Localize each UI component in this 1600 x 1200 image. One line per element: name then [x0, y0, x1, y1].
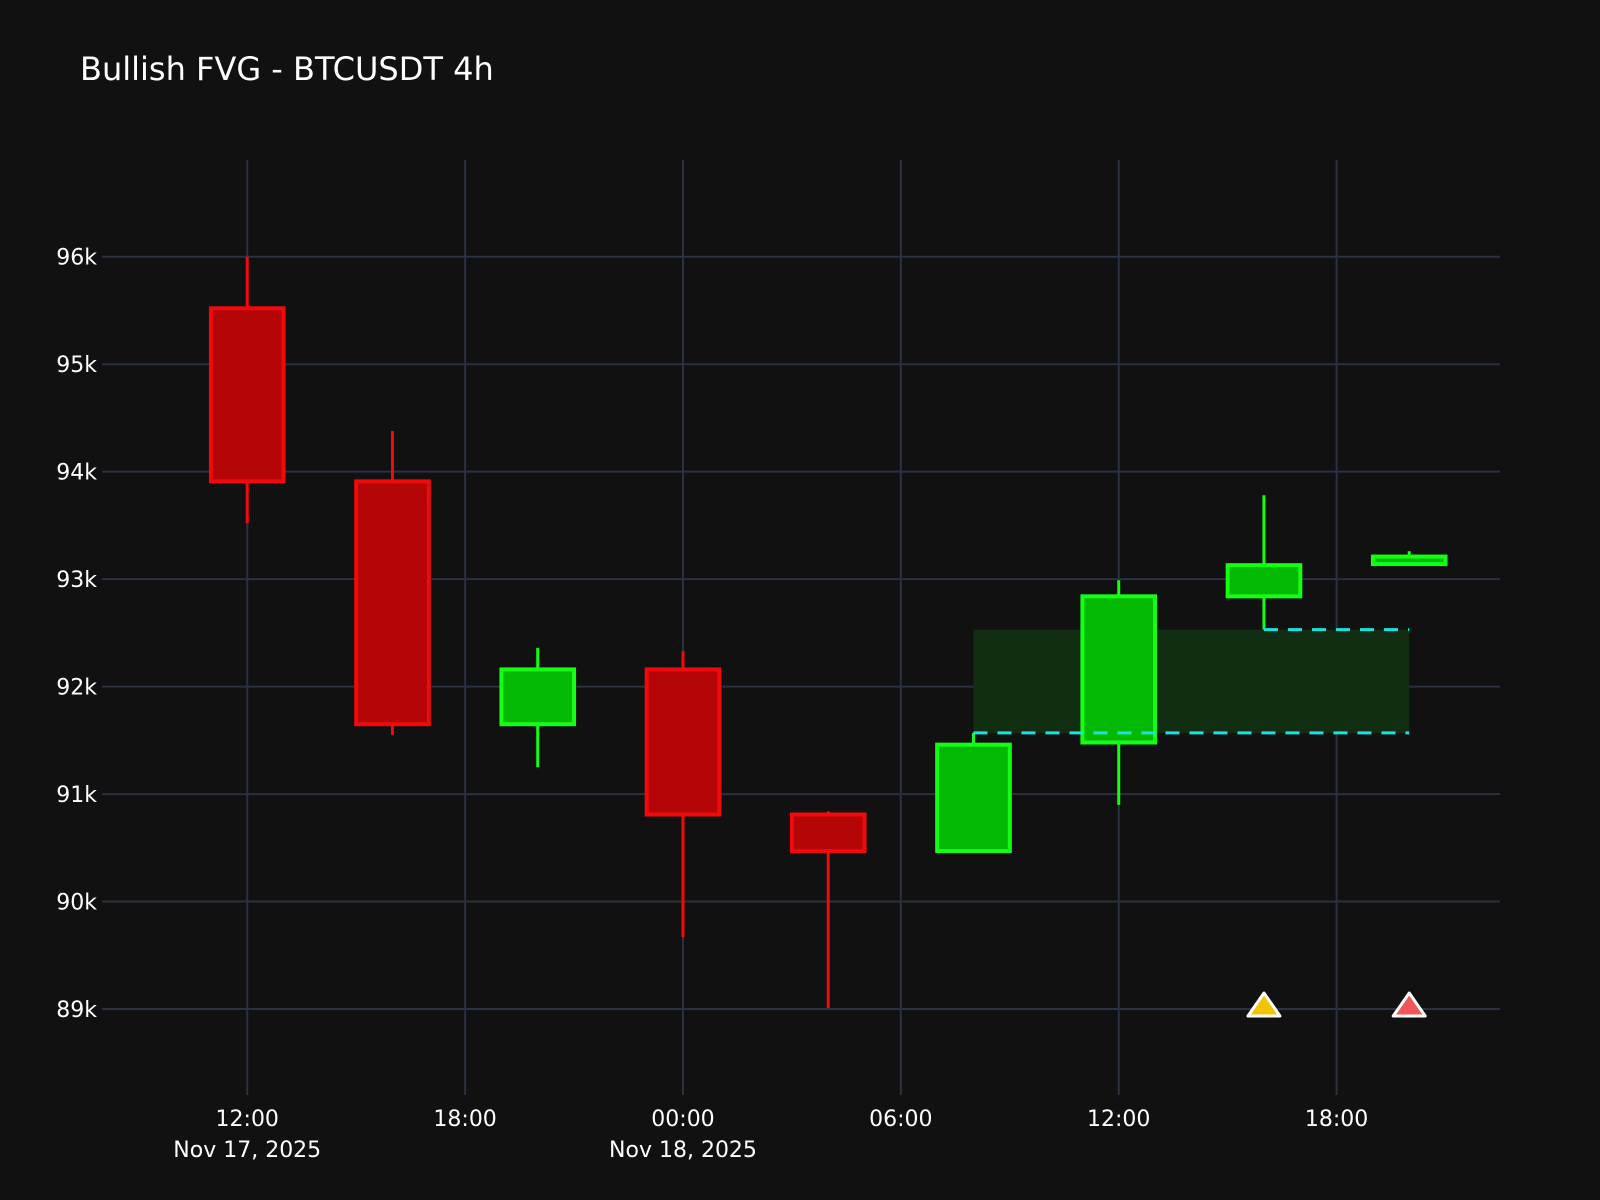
x-tick-date-label: Nov 18, 2025 — [609, 1138, 757, 1163]
x-tick-date-label: Nov 17, 2025 — [173, 1138, 321, 1163]
bearish-candle — [789, 811, 867, 1008]
x-tick-label: 18:00 — [433, 1107, 496, 1132]
markers — [1246, 991, 1427, 1018]
x-tick-label: 12:00 — [1087, 1107, 1150, 1132]
bullish-candle — [1225, 495, 1303, 630]
bearish-candle — [644, 651, 722, 938]
y-tick-label: 96k — [56, 246, 97, 271]
triangle-up-marker — [1391, 991, 1427, 1018]
levels — [973, 628, 1410, 735]
candle-body — [354, 479, 431, 727]
x-tick-label: 18:00 — [1305, 1107, 1368, 1132]
bearish-candle — [354, 430, 431, 735]
bullish-candle — [1080, 580, 1158, 805]
bullish-candle — [1370, 551, 1448, 567]
y-tick-label: 89k — [56, 998, 97, 1023]
fvg-zone — [973, 629, 1410, 733]
candle-body — [499, 667, 577, 727]
candle-body — [1080, 594, 1158, 745]
bearish-candle — [208, 256, 286, 524]
candle-body — [789, 812, 867, 854]
x-tick-label: 00:00 — [651, 1107, 714, 1132]
y-tick-label: 95k — [56, 353, 97, 378]
chart-title: Bullish FVG - BTCUSDT 4h — [80, 50, 494, 88]
bullish-candle — [935, 732, 1012, 854]
y-tick-label: 94k — [56, 461, 97, 486]
y-tick-label: 90k — [56, 891, 97, 916]
triangle-up-marker — [1246, 991, 1282, 1018]
y-tick-label: 93k — [56, 568, 97, 593]
candle-body — [208, 306, 286, 484]
candle-body — [644, 667, 722, 817]
x-tick-label: 06:00 — [869, 1107, 932, 1132]
axis-labels: 89k 90k 91k 92k 93k 94k 95k 96k 12:00 Nov 17, 202… — [56, 246, 1368, 1163]
y-tick-label: 91k — [56, 783, 97, 808]
bullish-candle — [499, 647, 577, 768]
y-tick-label: 92k — [56, 676, 97, 701]
candle-body — [935, 742, 1012, 854]
fvg-zone-layer — [973, 629, 1410, 733]
candle-body — [1370, 554, 1448, 567]
candles — [208, 256, 1448, 1008]
candle-body — [1225, 563, 1303, 599]
x-tick-label: 12:00 — [216, 1107, 279, 1132]
